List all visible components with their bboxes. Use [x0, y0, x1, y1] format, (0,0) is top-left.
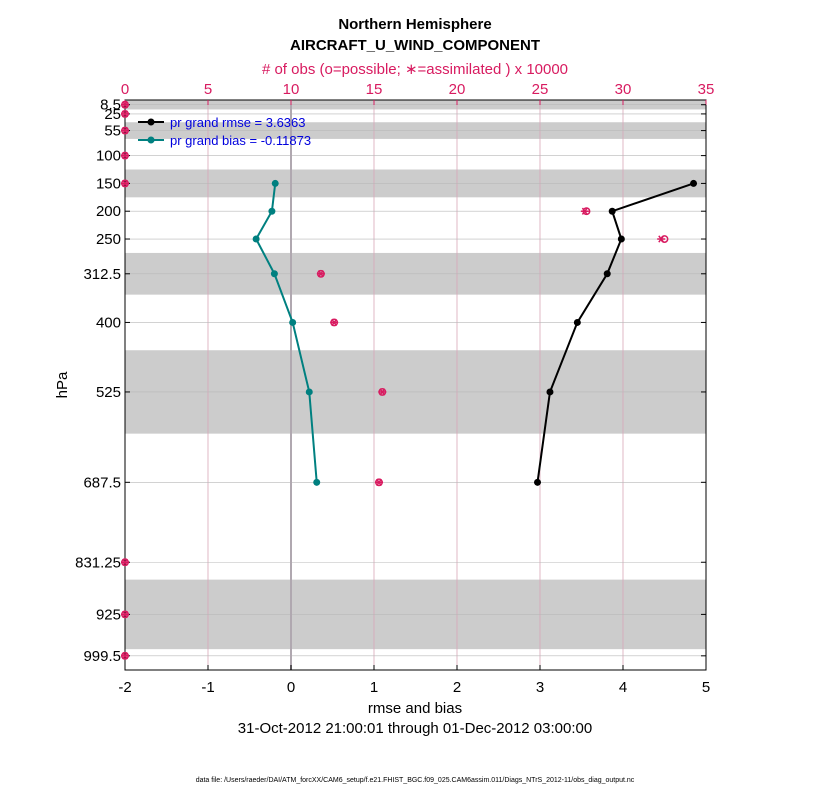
top-axis-label: # of obs (o=possible; ∗=assimilated ) x …	[262, 61, 568, 78]
x-tick-label: 0	[287, 679, 295, 696]
legend-bias-label: pr grand bias = -0.11873	[170, 133, 311, 148]
y-tick-label: 55	[104, 123, 121, 140]
obs-assimilated-mark	[121, 151, 129, 160]
series-point-0	[690, 179, 698, 187]
top-x-tick-label: 0	[121, 81, 129, 98]
x-tick-label: -2	[118, 679, 131, 696]
series-point-1	[268, 207, 276, 215]
x-tick-label: 5	[702, 679, 710, 696]
series-point-1	[313, 478, 321, 486]
top-x-tick-label: 20	[449, 81, 466, 98]
series-point-1	[305, 388, 313, 396]
x-tick-label: 1	[370, 679, 378, 696]
obs-assimilated-mark	[121, 179, 129, 188]
series-point-1	[289, 318, 297, 326]
series-point-0	[573, 318, 581, 326]
series-point-1	[271, 179, 279, 187]
plot-frame	[124, 99, 707, 671]
legend: pr grand rmse = 3.6363 pr grand bias = -…	[138, 115, 311, 148]
legend-bias-marker	[147, 136, 155, 144]
obs-assimilated-mark	[657, 235, 666, 243]
obs-assimilated-mark	[580, 207, 589, 215]
legend-rmse-marker	[147, 118, 155, 126]
legend-rmse-label: pr grand rmse = 3.6363	[170, 115, 306, 130]
y-tick-label: 999.5	[83, 648, 121, 665]
series-point-0	[546, 388, 554, 396]
x-tick-label: 3	[536, 679, 544, 696]
date-range: 31-Oct-2012 21:00:01 through 01-Dec-2012…	[238, 720, 592, 737]
obs-assimilated-mark	[121, 101, 129, 109]
series-line-1	[255, 183, 318, 483]
top-x-tick-label: 15	[366, 81, 383, 98]
x-tick-label: -1	[201, 679, 214, 696]
obs-assimilated-mark	[121, 558, 129, 566]
top-x-tick-label: 30	[615, 81, 632, 98]
y-tick-label: 8.5	[100, 97, 121, 114]
obs-assimilated-mark	[121, 126, 129, 135]
obs-assimilated-mark	[316, 270, 325, 278]
obs-count-marks	[121, 100, 669, 660]
series-lines	[252, 179, 698, 486]
series-point-1	[270, 270, 278, 278]
obs-assimilated-mark	[121, 110, 129, 118]
obs-assimilated-mark	[121, 610, 129, 619]
series-line-0	[536, 182, 694, 483]
series-point-0	[608, 207, 616, 215]
obs-assimilated-mark	[378, 388, 387, 396]
x-tick-label: 2	[453, 679, 461, 696]
chart-title: Northern Hemisphere	[338, 16, 491, 33]
obs-assimilated-mark	[121, 652, 129, 660]
x-tick-label: 4	[619, 679, 627, 696]
y-tick-label: 150	[96, 175, 121, 192]
y-tick-label: 831.25	[75, 554, 121, 571]
y-tick-label: 250	[96, 231, 121, 248]
level-bands	[125, 100, 706, 650]
x-axis-label: rmse and bias	[368, 700, 462, 717]
footnote: data file: /Users/raeder/DAI/ATM_forcXX/…	[196, 777, 635, 784]
obs-assimilated-mark	[374, 478, 383, 486]
top-x-tick-label: 35	[698, 81, 715, 98]
series-point-0	[617, 235, 625, 243]
top-x-tick-label: 25	[532, 81, 549, 98]
y-tick-label: 100	[96, 148, 121, 165]
series-point-0	[603, 270, 611, 278]
y-tick-label: 525	[96, 384, 121, 401]
y-tick-label: 400	[96, 314, 121, 331]
series-point-1	[252, 235, 260, 243]
series-point-0	[534, 478, 542, 486]
chart-subtitle: AIRCRAFT_U_WIND_COMPONENT	[290, 37, 540, 54]
y-tick-label: 925	[96, 606, 121, 623]
obs-assimilated-mark	[330, 318, 339, 327]
bottom-axis: -2 -1 0 1 2 3 4 5	[118, 665, 710, 696]
top-x-tick-label: 10	[283, 81, 300, 98]
y-axis-label: hPa	[54, 371, 71, 398]
y-tick-label: 25	[104, 106, 121, 123]
y-tick-label: 687.5	[83, 474, 121, 491]
top-x-tick-label: 5	[204, 81, 212, 98]
y-tick-label: 312.5	[83, 266, 121, 283]
y-tick-label: 200	[96, 203, 121, 220]
top-axis: 0 5 10 15 20 25 30 35	[121, 81, 715, 105]
